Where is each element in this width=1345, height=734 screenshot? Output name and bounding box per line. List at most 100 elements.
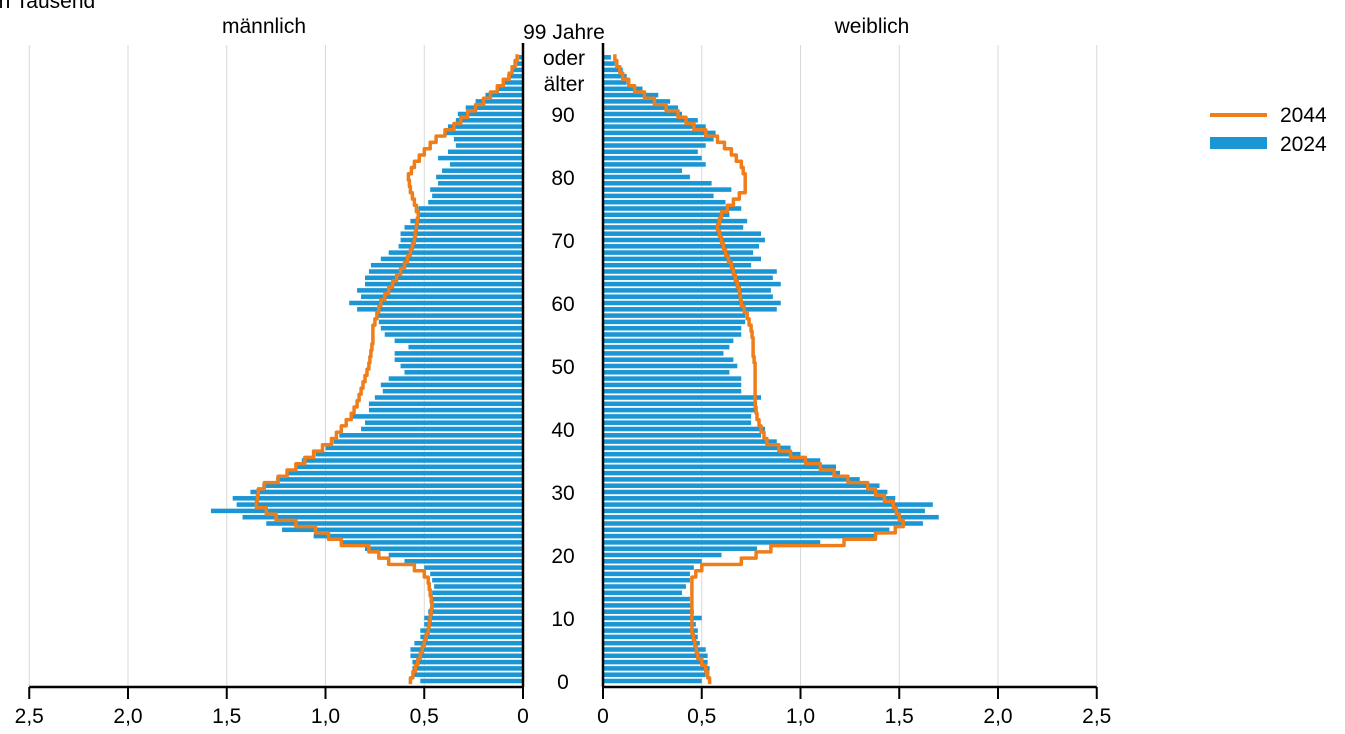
bar-female-age-10 xyxy=(603,615,702,621)
bar-male-age-89 xyxy=(455,118,523,123)
bar-male-age-17 xyxy=(430,571,523,577)
top-age-label-line2: oder xyxy=(543,47,585,70)
bar-female-age-82 xyxy=(603,162,706,167)
bar-male-age-26 xyxy=(242,514,524,520)
bar-male-age-88 xyxy=(447,124,523,129)
bar-male-age-95 xyxy=(503,80,523,85)
bar-male-age-36 xyxy=(315,451,523,457)
bar-male-age-94 xyxy=(497,86,523,92)
bar-male-age-79 xyxy=(438,181,523,186)
bar-female-age-79 xyxy=(603,181,712,186)
bar-female-age-73 xyxy=(603,218,748,224)
bar-female-age-5 xyxy=(603,647,706,652)
bar-male-age-86 xyxy=(453,136,523,142)
bar-female-age-9 xyxy=(603,622,696,627)
bar-female-age-29 xyxy=(603,496,896,501)
bar-female-age-14 xyxy=(603,590,682,596)
bar-male-age-4 xyxy=(410,653,523,659)
bar-male-age-22 xyxy=(341,540,523,545)
bar-female-age-0 xyxy=(603,678,702,684)
x-tick-label-female-3: 1,5 xyxy=(885,705,914,728)
bar-male-age-43 xyxy=(368,407,523,413)
bar-female-age-46 xyxy=(603,388,742,394)
bar-female-age-18 xyxy=(603,565,694,570)
bar-male-age-12 xyxy=(430,603,523,608)
bar-female-age-57 xyxy=(603,319,746,325)
bar-male-age-97 xyxy=(513,67,523,73)
male-title: männlich xyxy=(222,15,306,38)
bar-female-age-80 xyxy=(603,174,690,180)
age-tick-label-90: 90 xyxy=(551,104,574,127)
bar-male-age-66 xyxy=(370,262,523,268)
bar-male-age-84 xyxy=(447,149,523,155)
bar-female-age-3 xyxy=(603,659,708,665)
bar-male-age-60 xyxy=(349,300,523,306)
bar-male-age-14 xyxy=(432,590,523,596)
bar-male-age-49 xyxy=(404,370,523,375)
bar-female-age-38 xyxy=(603,439,777,444)
bar-female-age-27 xyxy=(603,508,925,514)
bar-male-age-50 xyxy=(400,363,523,369)
legend-swatch-2024 xyxy=(1210,137,1267,149)
bar-male-age-87 xyxy=(444,130,523,136)
bar-female-age-66 xyxy=(603,262,752,268)
bar-male-age-58 xyxy=(376,313,523,318)
bar-female-age-97 xyxy=(603,67,623,73)
bar-female-age-91 xyxy=(603,105,679,110)
bar-female-age-64 xyxy=(603,275,773,281)
bar-female-age-16 xyxy=(603,577,690,583)
bar-female-age-24 xyxy=(603,527,890,533)
bar-male-age-3 xyxy=(412,659,523,665)
bar-male-age-63 xyxy=(365,281,523,287)
x-tick-label-male-0: 2,5 xyxy=(15,705,44,728)
bar-male-age-16 xyxy=(432,577,523,583)
bar-female-age-52 xyxy=(603,351,724,356)
age-tick-label-50: 50 xyxy=(551,356,574,379)
bar-female-age-48 xyxy=(603,376,742,381)
bar-female-age-69 xyxy=(603,244,760,249)
bar-male-age-74 xyxy=(418,212,523,218)
bar-male-age-83 xyxy=(438,155,523,161)
x-tick-label-female-1: 0,5 xyxy=(687,705,716,728)
bar-female-age-13 xyxy=(603,596,690,602)
bar-female-age-96 xyxy=(603,73,627,79)
bar-male-age-15 xyxy=(434,584,523,589)
bar-male-age-73 xyxy=(410,218,523,224)
bar-male-age-31 xyxy=(262,483,523,488)
bars-female-2024 xyxy=(603,55,939,684)
bar-female-age-31 xyxy=(603,483,880,488)
bar-male-age-19 xyxy=(404,559,523,564)
age-tick-label-40: 40 xyxy=(551,419,574,442)
bar-male-age-23 xyxy=(313,533,523,539)
bar-female-age-4 xyxy=(603,653,708,659)
bar-male-age-77 xyxy=(432,193,523,199)
lines-2044 xyxy=(254,54,905,685)
bar-female-age-77 xyxy=(603,193,714,199)
bar-male-age-6 xyxy=(414,640,523,646)
bar-female-age-72 xyxy=(603,225,744,230)
bar-male-age-48 xyxy=(388,376,523,381)
bar-male-age-0 xyxy=(420,678,523,684)
x-tick-label-female-5: 2,5 xyxy=(1082,705,1111,728)
bar-male-age-81 xyxy=(442,168,523,173)
age-tick-label-30: 30 xyxy=(551,482,574,505)
bar-female-age-88 xyxy=(603,124,706,129)
bar-male-age-46 xyxy=(382,388,523,394)
bar-male-age-35 xyxy=(301,458,523,463)
bar-male-age-27 xyxy=(210,508,523,514)
bar-male-age-32 xyxy=(276,477,523,482)
bar-male-age-55 xyxy=(384,332,523,337)
bar-female-age-56 xyxy=(603,325,742,331)
bar-male-age-98 xyxy=(517,61,523,66)
bar-male-age-2 xyxy=(412,666,523,671)
bar-female-age-99 xyxy=(603,55,611,60)
bar-male-age-80 xyxy=(436,174,523,180)
bar-male-age-92 xyxy=(475,99,523,104)
bar-male-age-52 xyxy=(394,351,523,356)
bar-male-age-96 xyxy=(507,73,523,79)
bar-male-age-68 xyxy=(388,250,523,255)
bar-male-age-61 xyxy=(361,294,523,299)
bar-female-age-19 xyxy=(603,559,702,564)
bar-male-age-76 xyxy=(428,199,523,205)
